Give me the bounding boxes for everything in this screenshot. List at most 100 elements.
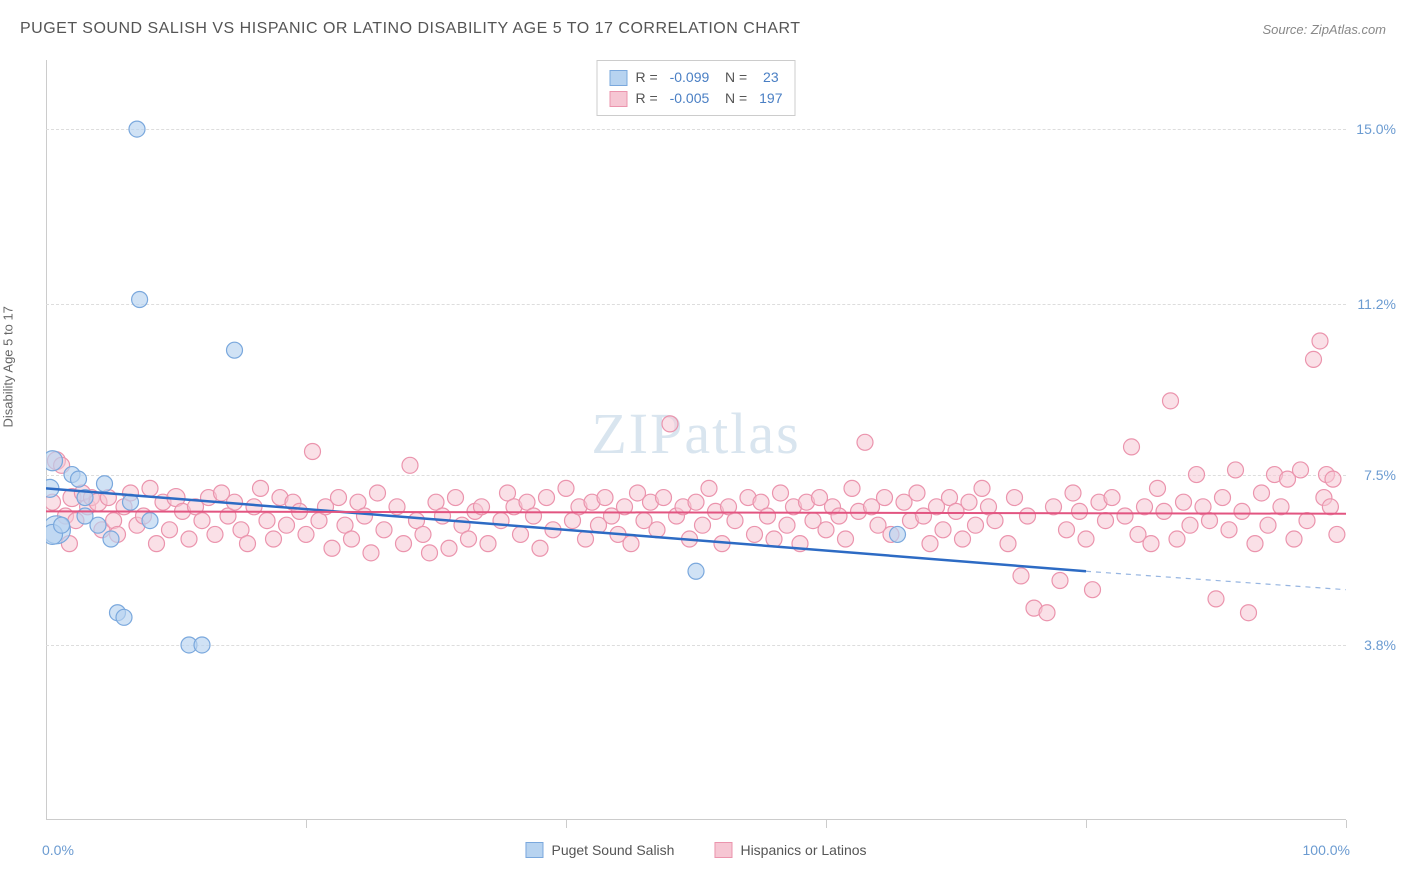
scatter-point-hispanic — [162, 522, 178, 538]
x-tick-mark — [566, 820, 567, 828]
scatter-point-hispanic — [1078, 531, 1094, 547]
scatter-point-hispanic — [695, 517, 711, 533]
scatter-point-hispanic — [1007, 490, 1023, 506]
source-label: Source: ZipAtlas.com — [1262, 22, 1386, 37]
scatter-point-hispanic — [1020, 508, 1036, 524]
scatter-plot — [46, 60, 1346, 820]
scatter-point-hispanic — [1312, 333, 1328, 349]
scatter-point-hispanic — [480, 536, 496, 552]
scatter-point-hispanic — [1202, 513, 1218, 529]
scatter-point-hispanic — [1254, 485, 1270, 501]
scatter-point-hispanic — [532, 540, 548, 556]
scatter-point-hispanic — [396, 536, 412, 552]
scatter-point-hispanic — [857, 434, 873, 450]
scatter-point-hispanic — [279, 517, 295, 533]
scatter-point-hispanic — [558, 480, 574, 496]
scatter-point-hispanic — [1182, 517, 1198, 533]
scatter-point-hispanic — [1228, 462, 1244, 478]
legend-item-salish: Puget Sound Salish — [525, 842, 674, 858]
legend-swatch-hispanic — [714, 842, 732, 858]
scatter-point-hispanic — [448, 490, 464, 506]
scatter-point-hispanic — [1117, 508, 1133, 524]
scatter-point-salish — [227, 342, 243, 358]
scatter-point-hispanic — [539, 490, 555, 506]
scatter-point-hispanic — [1325, 471, 1341, 487]
scatter-point-hispanic — [1143, 536, 1159, 552]
scatter-point-hispanic — [838, 531, 854, 547]
scatter-point-hispanic — [747, 526, 763, 542]
scatter-point-hispanic — [766, 531, 782, 547]
scatter-point-salish — [46, 451, 63, 471]
scatter-point-salish — [90, 517, 106, 533]
scatter-point-hispanic — [370, 485, 386, 501]
scatter-point-salish — [688, 563, 704, 579]
scatter-point-hispanic — [844, 480, 860, 496]
scatter-point-hispanic — [597, 490, 613, 506]
trend-line-salish — [46, 488, 1086, 571]
legend-swatch-salish — [525, 842, 543, 858]
scatter-point-hispanic — [1072, 503, 1088, 519]
scatter-point-salish — [54, 517, 70, 533]
scatter-point-hispanic — [760, 508, 776, 524]
scatter-point-hispanic — [779, 517, 795, 533]
scatter-point-hispanic — [1189, 467, 1205, 483]
scatter-point-hispanic — [987, 513, 1003, 529]
scatter-point-hispanic — [194, 513, 210, 529]
scatter-point-hispanic — [701, 480, 717, 496]
scatter-point-hispanic — [461, 531, 477, 547]
scatter-point-hispanic — [1286, 531, 1302, 547]
scatter-point-hispanic — [1150, 480, 1166, 496]
legend-stats: R = -0.099 N = 23 R = -0.005 N = 197 — [597, 60, 796, 116]
scatter-point-salish — [142, 513, 158, 529]
scatter-point-hispanic — [688, 494, 704, 510]
scatter-point-salish — [194, 637, 210, 653]
scatter-point-hispanic — [955, 531, 971, 547]
legend-swatch-salish — [610, 70, 628, 86]
scatter-point-hispanic — [331, 490, 347, 506]
scatter-point-salish — [71, 471, 87, 487]
legend-item-hispanic: Hispanics or Latinos — [714, 842, 866, 858]
x-tick-mark — [306, 820, 307, 828]
scatter-point-hispanic — [253, 480, 269, 496]
scatter-point-hispanic — [1234, 503, 1250, 519]
scatter-point-salish — [97, 476, 113, 492]
scatter-point-hispanic — [344, 531, 360, 547]
scatter-point-hispanic — [773, 485, 789, 501]
scatter-point-hispanic — [181, 531, 197, 547]
scatter-point-hispanic — [727, 513, 743, 529]
scatter-point-hispanic — [1293, 462, 1309, 478]
scatter-point-hispanic — [1247, 536, 1263, 552]
trend-line-dashed-salish — [1086, 571, 1346, 589]
scatter-point-hispanic — [357, 508, 373, 524]
scatter-point-hispanic — [240, 536, 256, 552]
scatter-point-hispanic — [818, 522, 834, 538]
scatter-point-hispanic — [363, 545, 379, 561]
scatter-point-hispanic — [526, 508, 542, 524]
scatter-point-hispanic — [1260, 517, 1276, 533]
scatter-point-hispanic — [266, 531, 282, 547]
chart-title: PUGET SOUND SALISH VS HISPANIC OR LATINO… — [20, 20, 801, 38]
scatter-point-hispanic — [415, 526, 431, 542]
x-tick-min: 0.0% — [42, 842, 74, 858]
scatter-point-hispanic — [1059, 522, 1075, 538]
x-tick-mark — [1346, 820, 1347, 828]
scatter-point-hispanic — [1169, 531, 1185, 547]
scatter-point-hispanic — [1085, 582, 1101, 598]
scatter-point-hispanic — [1208, 591, 1224, 607]
scatter-point-salish — [132, 292, 148, 308]
scatter-point-hispanic — [1163, 393, 1179, 409]
x-tick-max: 100.0% — [1303, 842, 1350, 858]
scatter-point-hispanic — [142, 480, 158, 496]
scatter-point-hispanic — [662, 416, 678, 432]
scatter-point-hispanic — [831, 508, 847, 524]
scatter-point-hispanic — [974, 480, 990, 496]
y-axis-label: Disability Age 5 to 17 — [1, 306, 16, 427]
scatter-point-hispanic — [1299, 513, 1315, 529]
scatter-point-hispanic — [909, 485, 925, 501]
scatter-point-hispanic — [298, 526, 314, 542]
scatter-point-hispanic — [402, 457, 418, 473]
scatter-point-hispanic — [1322, 499, 1338, 515]
scatter-point-hispanic — [1098, 513, 1114, 529]
scatter-point-hispanic — [968, 517, 984, 533]
y-tick-label: 3.8% — [1364, 637, 1396, 653]
